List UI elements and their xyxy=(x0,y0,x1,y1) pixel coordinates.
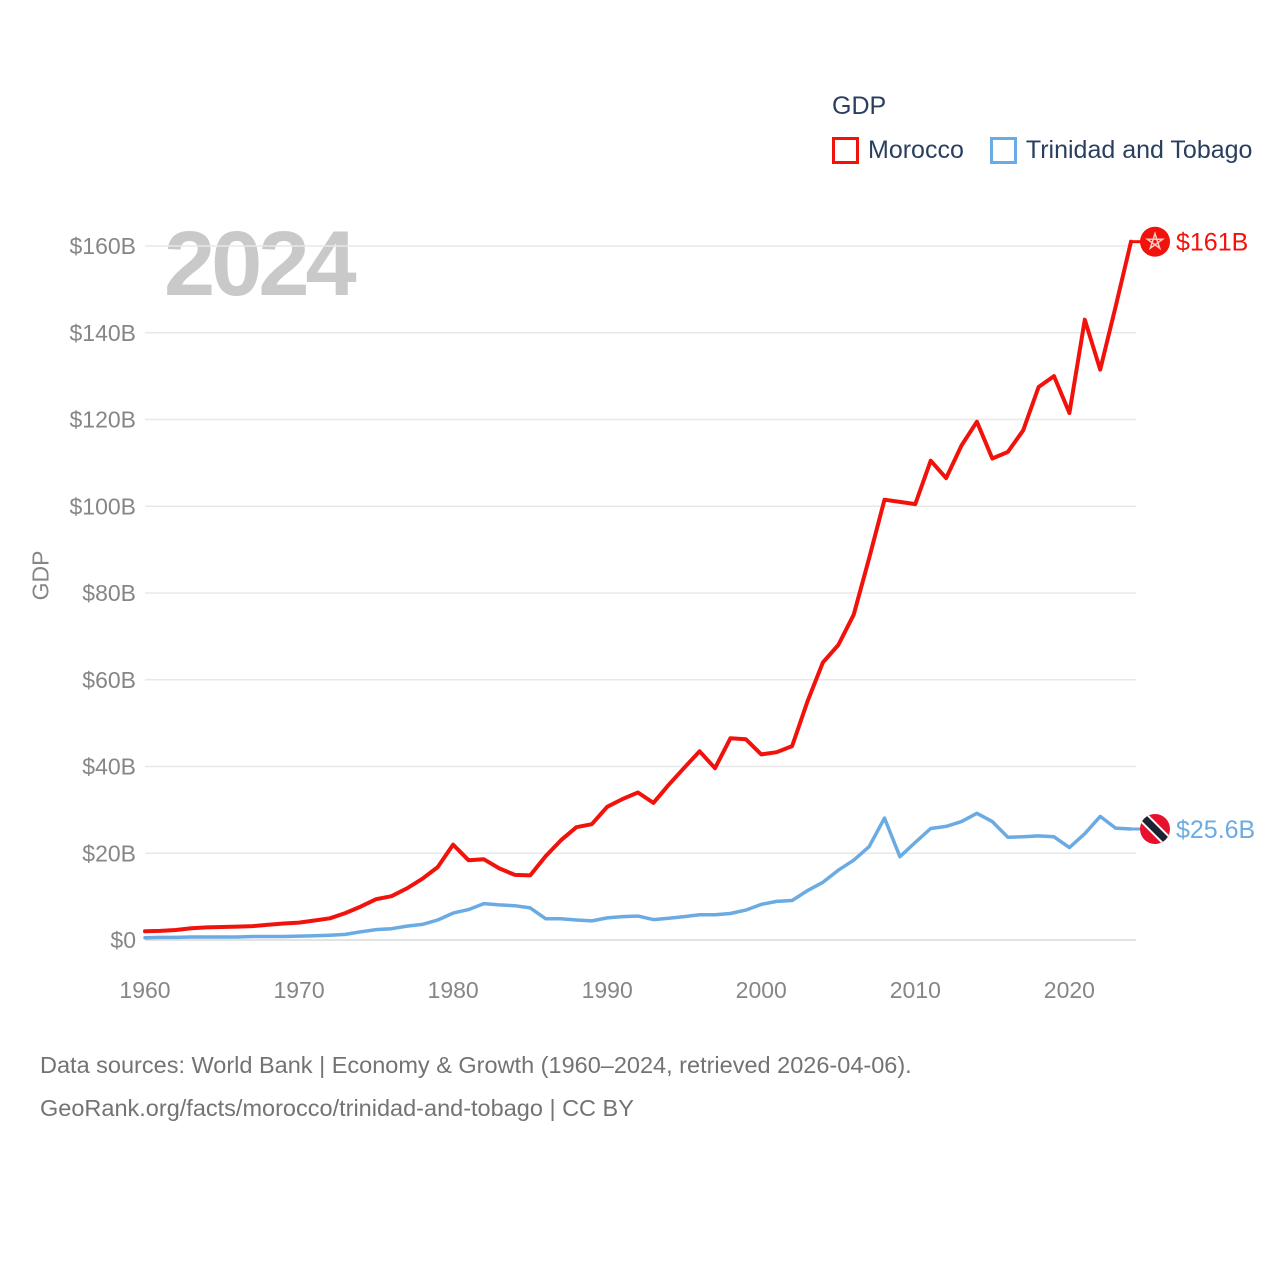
footer: Data sources: World Bank | Economy & Gro… xyxy=(40,1044,912,1130)
series-line-trinidad-and-tobago[interactable] xyxy=(143,811,1133,940)
footer-data-sources: Data sources: World Bank | Economy & Gro… xyxy=(40,1052,912,1078)
morocco-flag-marker xyxy=(1140,226,1170,257)
legend-label-morocco: Morocco xyxy=(868,136,964,164)
y-tick-label: $100B xyxy=(69,493,136,519)
x-tick-label: 1960 xyxy=(119,977,170,1003)
x-tick-label: 1980 xyxy=(428,977,479,1003)
legend-title: GDP xyxy=(832,92,887,120)
legend-items: Morocco Trinidad and Tobago xyxy=(832,136,1252,165)
gridlines xyxy=(145,245,1136,941)
legend-label-trinidad-and-tobago: Trinidad and Tobago xyxy=(1025,136,1253,164)
y-tick-label: $60B xyxy=(82,667,136,693)
y-tick-label: $40B xyxy=(82,754,136,780)
legend-swatch-trinidad-and-tobago xyxy=(989,137,1017,164)
trinidad-flag-marker xyxy=(1140,814,1170,844)
y-tick-label: $160B xyxy=(69,233,136,259)
y-tick-label: $20B xyxy=(82,840,136,866)
legend-item-morocco[interactable]: Morocco xyxy=(832,136,964,165)
legend-item-trinidad-and-tobago[interactable]: Trinidad and Tobago xyxy=(989,136,1253,165)
end-connectors xyxy=(1131,240,1141,831)
y-tick-labels: $0 $20B $40B $60B $80B $100B $120B $140B $160B xyxy=(69,233,136,953)
y-tick-label: $140B xyxy=(69,320,136,346)
y-tick-label: $80B xyxy=(82,580,136,606)
trinidad-end-label: $25.6B xyxy=(1176,816,1255,844)
footer-attribution-link: GeoRank.org/facts/morocco/trinidad-and-t… xyxy=(40,1095,634,1121)
series-line-morocco[interactable] xyxy=(143,239,1133,934)
x-tick-label: 1990 xyxy=(582,977,633,1003)
x-tick-label: 2020 xyxy=(1044,977,1095,1003)
series-lines xyxy=(143,239,1133,940)
x-tick-labels: 1960 1970 1980 1990 2000 2010 2020 xyxy=(119,977,1095,1003)
legend-swatch-morocco xyxy=(832,137,859,164)
x-tick-label: 2010 xyxy=(890,977,941,1003)
morocco-end-label: $161B xyxy=(1176,229,1248,257)
x-tick-label: 2000 xyxy=(736,977,787,1003)
morocco-flag-icon xyxy=(1140,226,1170,257)
y-tick-label: $120B xyxy=(69,407,136,433)
y-tick-label: $0 xyxy=(110,927,136,953)
y-axis-title: GDP xyxy=(27,550,54,601)
watermark-year: 2024 xyxy=(164,213,357,315)
x-tick-label: 1970 xyxy=(273,977,324,1003)
trinidad-and-tobago-flag-icon xyxy=(1140,814,1170,844)
legend: GDP Morocco Trinidad and Tobago xyxy=(832,92,1252,165)
